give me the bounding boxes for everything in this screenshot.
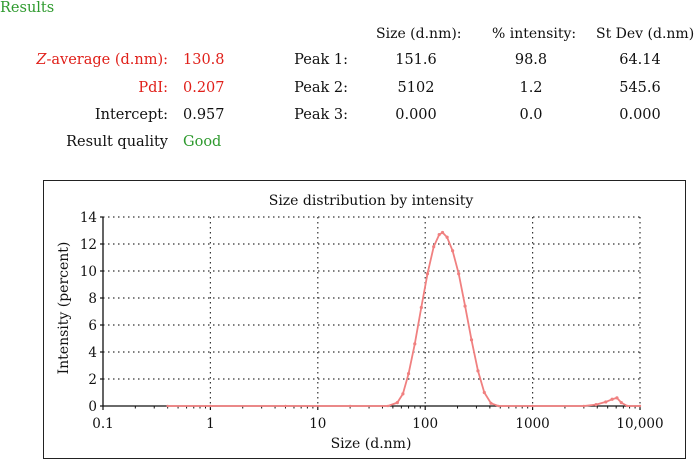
x-tick-label: 1 xyxy=(206,416,215,432)
peak2-intensity: 1.2 xyxy=(519,80,543,96)
peak3-stdev: 0.000 xyxy=(619,107,661,123)
data-point xyxy=(638,404,642,408)
data-point xyxy=(348,404,352,408)
data-point xyxy=(625,404,629,408)
peak3-intensity: 0.0 xyxy=(519,107,543,123)
data-point xyxy=(406,372,411,376)
x-axis-label: Size (d.nm) xyxy=(331,436,412,452)
y-tick-label: 2 xyxy=(88,372,97,388)
pdi-label: PdI: xyxy=(138,80,168,96)
peak2-label: Peak 2: xyxy=(294,80,348,96)
chart-title: Size distribution by intensity xyxy=(269,193,474,209)
data-point xyxy=(619,401,623,405)
intercept-value: 0.957 xyxy=(183,107,225,123)
result-quality-value: Good xyxy=(183,134,222,150)
peak3-label: Peak 3: xyxy=(294,107,348,123)
data-point xyxy=(469,338,474,342)
data-point xyxy=(531,404,534,408)
intercept-label: Intercept: xyxy=(94,107,168,123)
data-point xyxy=(476,369,480,373)
peak2-stdev: 545.6 xyxy=(619,80,661,96)
data-point xyxy=(457,272,461,276)
col-header-size: Size (d.nm): xyxy=(376,26,462,42)
results-heading: Results xyxy=(0,0,55,16)
z-average-label: Z-average (d.nm): xyxy=(0,52,168,68)
data-point xyxy=(425,272,430,276)
axes xyxy=(100,216,641,410)
result-quality-label: Result quality xyxy=(66,134,168,150)
data-point xyxy=(395,401,399,405)
series-line xyxy=(167,231,640,407)
y-tick-label: 0 xyxy=(88,399,97,415)
peak3-size: 0.000 xyxy=(395,107,437,123)
chart-frame xyxy=(43,180,686,459)
peak1-size: 151.6 xyxy=(395,52,437,68)
data-point xyxy=(419,305,423,310)
peak2-size: 5102 xyxy=(397,80,435,96)
y-tick-label: 14 xyxy=(80,210,97,226)
y-axis-label: Intensity (percent) xyxy=(56,242,72,375)
data-point xyxy=(437,232,441,237)
x-tick-label: 100 xyxy=(412,416,438,432)
peak1-intensity: 98.8 xyxy=(514,52,548,68)
data-point xyxy=(413,342,417,346)
data-point xyxy=(284,404,287,408)
z-letter: Z xyxy=(36,52,47,68)
data-point xyxy=(445,235,449,239)
data-point xyxy=(440,230,445,235)
data-point xyxy=(489,401,493,405)
data-point xyxy=(604,400,608,404)
tick-labels: 0 2 4 6 8 10 12 14 0.1 1 10 100 1000 10,000 xyxy=(80,210,664,432)
data-point xyxy=(401,392,405,396)
x-tick-label: 1000 xyxy=(515,416,549,432)
col-header-stdev: St Dev (d.nm): xyxy=(596,26,694,42)
pdi-value: 0.207 xyxy=(183,80,225,96)
data-point xyxy=(386,404,390,408)
data-point xyxy=(615,396,619,400)
x-tick-label: 10 xyxy=(309,416,326,432)
data-point xyxy=(482,390,486,395)
data-point xyxy=(497,404,500,408)
data-point xyxy=(166,404,169,408)
data-point xyxy=(594,403,598,407)
peak1-stdev: 64.14 xyxy=(619,52,661,68)
col-header-intensity: % intensity: xyxy=(492,26,577,42)
data-point xyxy=(582,404,586,408)
x-tick-label: 0.1 xyxy=(92,416,113,432)
y-tick-label: 8 xyxy=(88,291,97,307)
data-point xyxy=(463,304,467,308)
y-tick-label: 6 xyxy=(88,318,97,334)
x-tick-label: 10,000 xyxy=(616,416,663,432)
y-tick-label: 10 xyxy=(80,264,97,280)
peak1-label: Peak 1: xyxy=(294,52,348,68)
z-average-value: 130.8 xyxy=(183,52,225,68)
grid xyxy=(103,216,641,406)
y-tick-label: 4 xyxy=(88,345,97,361)
series xyxy=(166,230,642,408)
data-point xyxy=(432,245,436,249)
data-point xyxy=(451,249,455,253)
data-point xyxy=(209,404,212,408)
data-point xyxy=(610,397,614,401)
y-tick-label: 12 xyxy=(80,237,97,253)
z-average-label-rest: -average (d.nm): xyxy=(46,52,168,68)
